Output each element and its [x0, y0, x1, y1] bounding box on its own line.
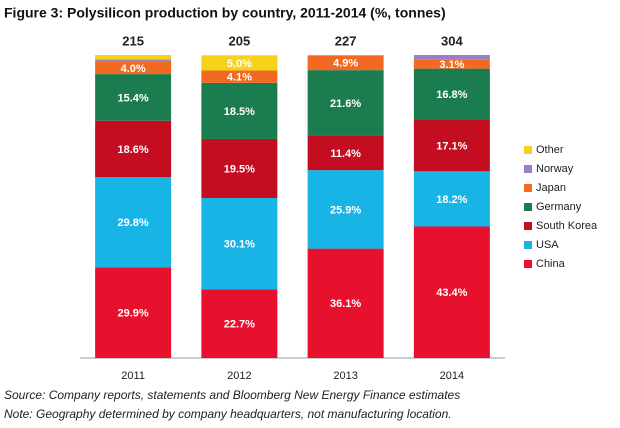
note: Note: Geography determined by company he… — [4, 407, 452, 421]
legend-label: China — [536, 258, 566, 270]
data-label: 5.0% — [227, 58, 252, 70]
legend-swatch — [524, 165, 532, 173]
data-label: 15.4% — [118, 92, 149, 104]
legend-label: USA — [536, 239, 559, 251]
legend-swatch — [524, 203, 532, 211]
data-label: 11.4% — [330, 148, 361, 160]
chart-title: Figure 3: Polysilicon production by coun… — [4, 5, 446, 21]
bar-segment — [95, 74, 172, 121]
source: Source: Company reports, statements and … — [4, 388, 460, 402]
data-label: 30.1% — [224, 239, 255, 251]
legend-label: Germany — [536, 201, 582, 213]
bar-segment — [95, 177, 172, 268]
x-tick-label: 2012 — [227, 370, 251, 382]
bar-segment — [307, 170, 384, 249]
total-label: 215 — [122, 33, 144, 48]
bar-segment — [413, 119, 490, 172]
total-label: 205 — [229, 33, 251, 48]
bar-segment — [307, 135, 384, 171]
x-tick-label: 2011 — [121, 370, 145, 382]
bar-segment — [95, 55, 172, 60]
legend-label: Japan — [536, 182, 566, 194]
data-label: 36.1% — [330, 298, 361, 310]
bar-segment — [413, 68, 490, 120]
bar-segment — [201, 55, 278, 71]
bar-segment — [413, 59, 490, 69]
data-label: 18.2% — [436, 194, 467, 206]
bar-segment — [201, 70, 278, 83]
data-label: 43.4% — [436, 287, 467, 299]
data-label: 16.8% — [436, 89, 467, 101]
x-tick-label: 2014 — [440, 370, 464, 382]
bar-segment — [307, 70, 384, 136]
legend-label: Norway — [536, 163, 574, 175]
legend-swatch — [524, 241, 532, 249]
bar-segment — [95, 61, 172, 75]
data-label: 4.9% — [333, 58, 358, 70]
data-label: 21.6% — [330, 98, 361, 110]
bar-segment — [201, 198, 278, 290]
data-label: 3.1% — [439, 59, 464, 71]
bar-segment — [95, 59, 172, 62]
legend-label: South Korea — [536, 220, 598, 232]
total-label: 304 — [441, 33, 463, 48]
legend-swatch — [524, 146, 532, 154]
legend-label: Other — [536, 144, 564, 156]
total-label: 227 — [335, 33, 357, 48]
x-tick-label: 2013 — [333, 370, 357, 382]
bar-segment — [201, 138, 278, 199]
bar-segment — [201, 289, 278, 358]
legend-swatch — [524, 222, 532, 230]
legend-swatch — [524, 260, 532, 268]
data-label: 29.9% — [118, 308, 149, 320]
bar-segment — [307, 248, 384, 358]
bar-segment — [413, 171, 490, 227]
data-label: 22.7% — [224, 319, 255, 331]
data-label: 25.9% — [330, 204, 361, 216]
bar-segment — [95, 120, 172, 178]
data-label: 18.6% — [118, 144, 149, 156]
bar-segment — [413, 226, 490, 358]
data-label: 18.5% — [224, 106, 255, 118]
bar-segment — [307, 55, 384, 71]
legend-swatch — [524, 184, 532, 192]
data-label: 4.1% — [227, 72, 252, 84]
bar-segment — [95, 267, 172, 358]
data-label: 17.1% — [436, 140, 467, 152]
bar-segment — [413, 55, 490, 60]
bar-segment — [201, 82, 278, 139]
data-label: 19.5% — [224, 163, 255, 175]
data-label: 4.0% — [121, 63, 146, 75]
data-label: 29.8% — [118, 217, 149, 229]
